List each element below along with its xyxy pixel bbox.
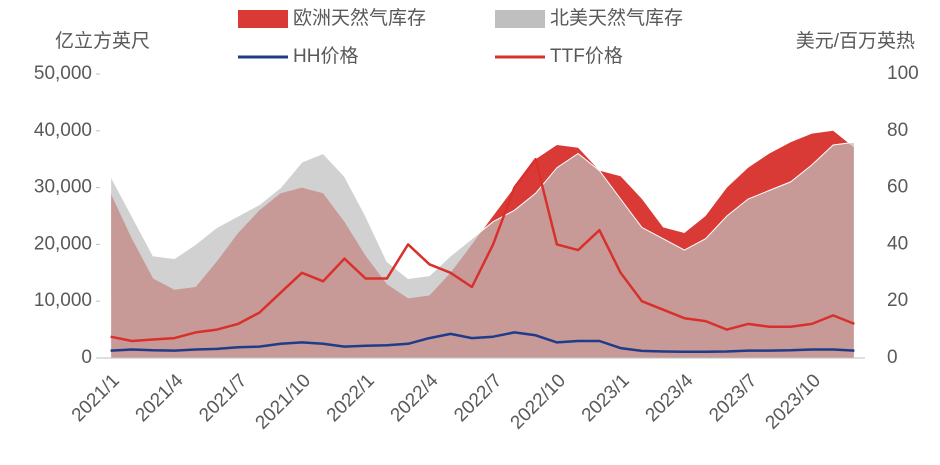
y-tick-label: 50,000 xyxy=(34,63,92,84)
legend-swatch xyxy=(495,10,545,28)
x-tick-label: 2023/10 xyxy=(762,370,825,433)
y2-tick-label: 0 xyxy=(887,347,898,368)
y2-tick-label: 60 xyxy=(887,177,908,198)
legend-label: 欧洲天然气库存 xyxy=(293,7,426,29)
line xyxy=(110,157,855,343)
area xyxy=(110,141,855,359)
x-tick-label: 2021/1 xyxy=(68,370,124,426)
y-axis-title: 亿立方英尺 xyxy=(55,30,150,52)
x-tick-label: 2023/7 xyxy=(705,370,761,426)
y-tick-label: 30,000 xyxy=(34,177,92,198)
y2-tick-label: 80 xyxy=(887,120,908,141)
y2-tick-label: 20 xyxy=(887,290,908,311)
x-tick-label: 2022/7 xyxy=(450,370,506,426)
legend-label: TTF价格 xyxy=(550,45,623,67)
x-tick-label: 2021/7 xyxy=(195,370,251,426)
x-tick-label: 2022/1 xyxy=(323,370,379,426)
legend-label: 北美天然气库存 xyxy=(550,7,683,29)
legend-label: HH价格 xyxy=(293,45,358,67)
x-tick-label: 2022/10 xyxy=(507,370,570,433)
legend-swatch xyxy=(238,10,288,28)
y-tick-label: 40,000 xyxy=(34,120,92,141)
y-tick-label: 10,000 xyxy=(34,290,92,311)
x-tick-label: 2023/4 xyxy=(642,370,698,426)
x-tick-label: 2021/4 xyxy=(132,370,188,426)
x-tick-label: 2023/1 xyxy=(578,370,634,426)
y2-axis-title: 美元/百万英热 xyxy=(796,30,915,52)
x-tick-label: 2022/4 xyxy=(387,370,443,426)
x-tick-label: 2021/10 xyxy=(252,370,315,433)
y-tick-label: 0 xyxy=(81,347,92,368)
y2-tick-label: 100 xyxy=(887,63,919,84)
line xyxy=(110,331,855,354)
y2-tick-label: 40 xyxy=(887,233,908,254)
y-tick-label: 20,000 xyxy=(34,233,92,254)
